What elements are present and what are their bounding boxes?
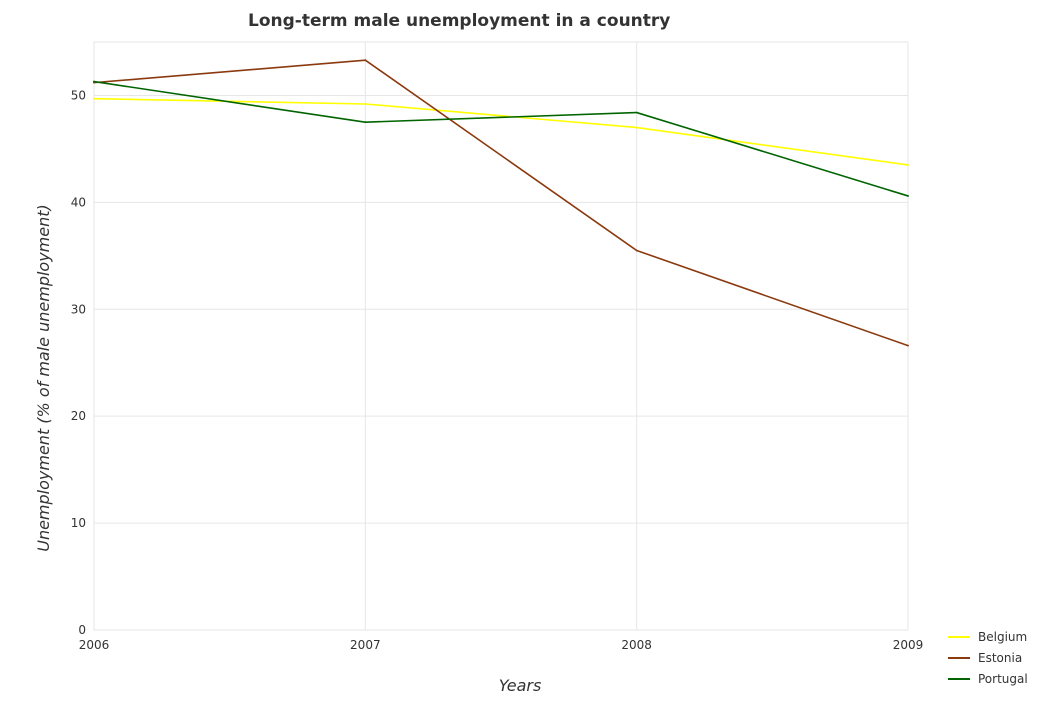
y-tick-label: 30 (71, 302, 86, 316)
x-tick-label: 2006 (79, 638, 110, 652)
x-tick-label: 2007 (350, 638, 381, 652)
data-point-belgium (364, 103, 367, 105)
data-point-belgium (907, 164, 909, 166)
grid (93, 41, 909, 631)
data-point-estonia (364, 59, 367, 62)
data-point-portugal (907, 195, 909, 197)
data-point-portugal (635, 111, 638, 114)
y-tick-label: 0 (78, 623, 86, 637)
y-tick-label: 50 (71, 88, 86, 102)
chart-title: Long-term male unemployment in a country (248, 11, 670, 31)
data-point-belgium (635, 126, 638, 129)
data-point-belgium (93, 97, 95, 100)
legend-label-portugal: Portugal (978, 672, 1028, 686)
legend: Belgium Estonia Portugal (948, 630, 1028, 686)
series-line-estonia (93, 59, 909, 347)
series-line-portugal (93, 80, 909, 197)
series (93, 59, 909, 347)
data-point-portugal (93, 80, 95, 83)
y-tick-label: 40 (71, 195, 86, 209)
x-axis-label: Years (499, 676, 542, 695)
data-point-estonia (635, 249, 638, 252)
plot-frame (93, 41, 909, 631)
y-tick-label: 10 (71, 516, 86, 530)
axes: 0 10 20 30 40 50 2006 2007 2008 2009 (71, 88, 924, 652)
legend-label-belgium: Belgium (978, 630, 1027, 644)
y-tick-label: 20 (71, 409, 86, 423)
data-point-estonia (907, 344, 909, 347)
legend-label-estonia: Estonia (978, 651, 1022, 665)
x-tick-label: 2009 (893, 638, 924, 652)
data-point-portugal (364, 121, 367, 124)
y-axis-label: Unemployment (% of male unemployment) (34, 204, 53, 552)
x-tick-label: 2008 (621, 638, 652, 652)
